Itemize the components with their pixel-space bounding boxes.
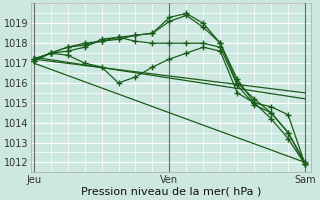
- X-axis label: Pression niveau de la mer( hPa ): Pression niveau de la mer( hPa ): [81, 187, 261, 197]
